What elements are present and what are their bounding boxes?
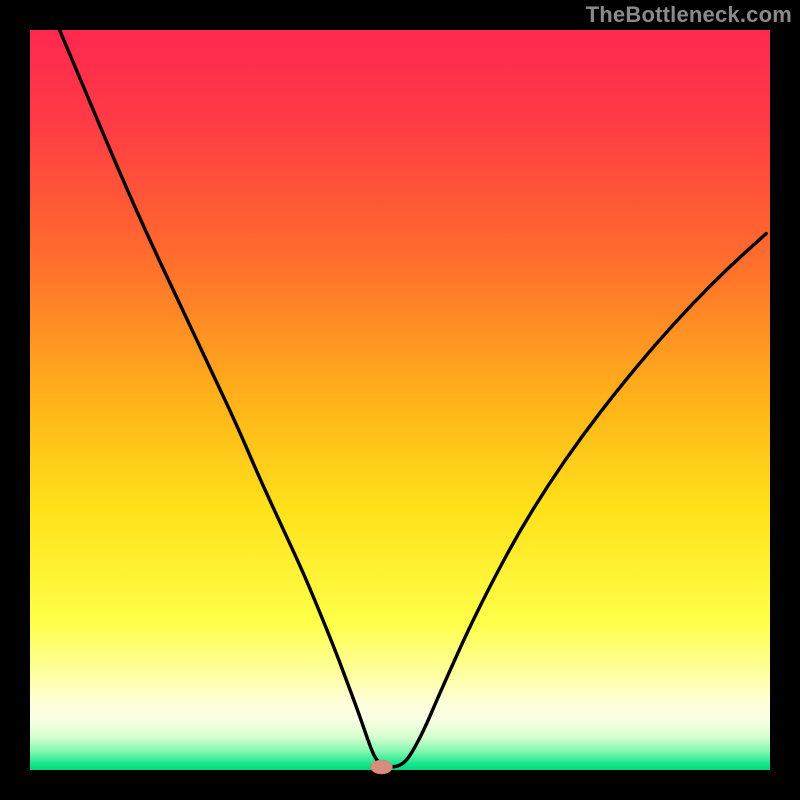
optimum-marker <box>371 760 393 774</box>
plot-gradient <box>30 30 770 770</box>
bottleneck-chart <box>0 0 800 800</box>
watermark-text: TheBottleneck.com <box>586 2 792 28</box>
